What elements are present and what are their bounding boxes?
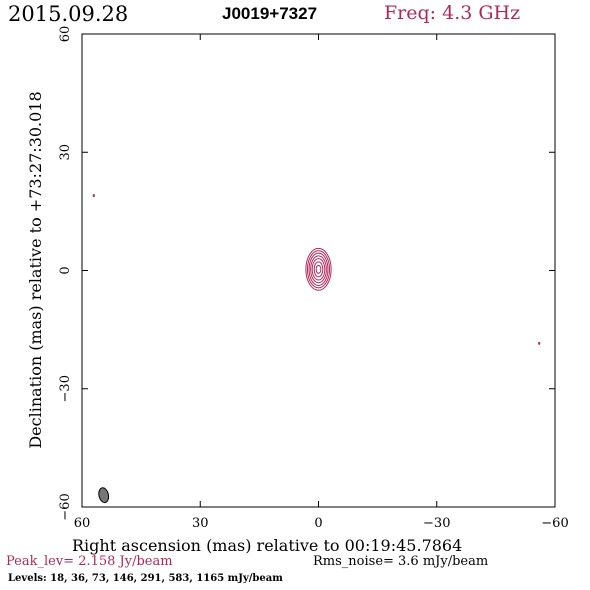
contour-levels: Levels: 18, 36, 73, 146, 291, 583, 1165 … xyxy=(8,573,283,584)
y-tick-label: 30 xyxy=(58,144,73,161)
x-tick-label: −30 xyxy=(423,516,450,531)
x-axis-label: Right ascension (mas) relative to 00:19:… xyxy=(72,536,463,555)
contour-level xyxy=(313,261,324,278)
contour-level xyxy=(305,247,332,291)
x-tick-label: 30 xyxy=(192,516,209,531)
rms-noise: Rms_noise= 3.6 mJy/beam xyxy=(313,554,489,569)
y-tick-label: −60 xyxy=(58,493,73,520)
x-tick-label: 60 xyxy=(74,516,91,531)
contour-level xyxy=(311,258,326,281)
y-tick-label: 0 xyxy=(58,266,73,274)
beam-ellipse xyxy=(98,487,110,504)
noise-contour xyxy=(538,341,541,345)
contour-level xyxy=(308,252,329,286)
y-tick-label: −30 xyxy=(58,375,73,402)
y-axis-label: Declination (mas) relative to +73:27:30.… xyxy=(26,91,45,448)
contour-level xyxy=(310,255,327,284)
noise-contour xyxy=(92,194,95,198)
plot-frame xyxy=(81,33,556,508)
contour-level xyxy=(306,250,331,289)
source-name: J0019+7327 xyxy=(222,4,318,23)
y-tick-label: 60 xyxy=(58,26,73,43)
peak-level: Peak_lev= 2.158 Jy/beam xyxy=(6,554,173,569)
epoch-date: 2015.09.28 xyxy=(8,2,129,26)
contour-level xyxy=(315,264,322,274)
frequency-label: Freq: 4.3 GHz xyxy=(384,2,521,24)
x-tick-label: −60 xyxy=(541,516,568,531)
x-tick-label: 0 xyxy=(314,516,322,531)
